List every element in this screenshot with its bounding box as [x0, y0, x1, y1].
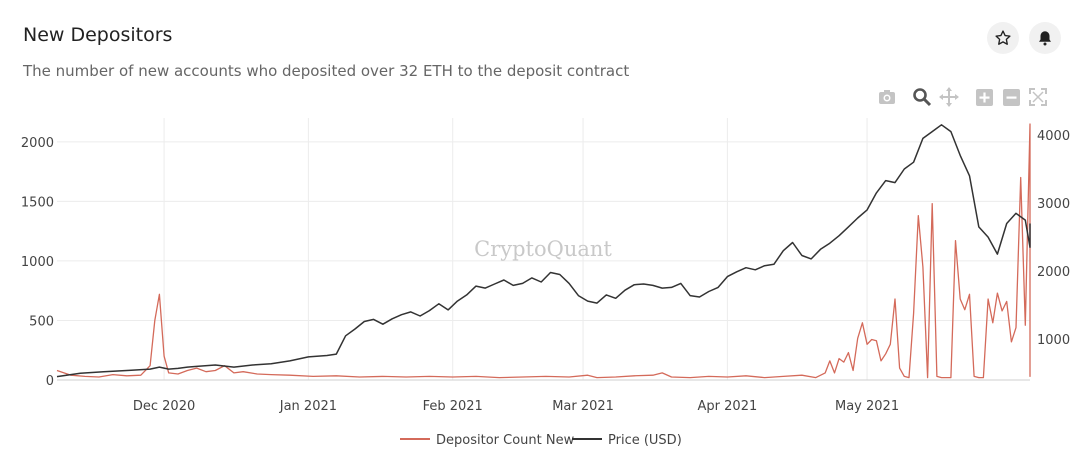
series-layer [56, 123, 1031, 379]
watermark: CryptoQuant [474, 237, 612, 261]
chart-subtitle: The number of new accounts who deposited… [23, 62, 630, 80]
axis-labels: Dec 2020 Jan 2021 Feb 2021 Mar 2021 Apr 2021… [21, 129, 1070, 414]
bell-icon [1039, 31, 1051, 46]
notification-button[interactable] [1029, 22, 1061, 54]
zoom-icon [913, 88, 932, 107]
favorite-button[interactable] [987, 22, 1019, 54]
x-tick-label: Dec 2020 [133, 399, 195, 414]
zoom-out-button[interactable] [1000, 86, 1022, 108]
legend-item[interactable]: Depositor Count New [400, 433, 575, 448]
zoom-out-icon [1002, 88, 1020, 106]
legend[interactable]: Depositor Count New Price (USD) [400, 433, 682, 448]
autoscale-icon [1029, 88, 1047, 106]
y-left-tick-label: 2000 [21, 136, 54, 151]
price-line [56, 124, 1031, 378]
x-tick-label: Jan 2021 [279, 399, 337, 414]
depositor-count-line [56, 123, 1031, 379]
pan-mode-button[interactable] [938, 86, 960, 108]
chart-title: New Depositors [23, 24, 173, 46]
grid-lines [57, 118, 1030, 381]
zoom-in-button[interactable] [973, 86, 995, 108]
x-tick-label: Feb 2021 [423, 399, 483, 414]
y-right-tick-label: 4000 [1037, 129, 1070, 144]
zoom-mode-button[interactable] [911, 86, 933, 108]
x-tick-label: May 2021 [835, 399, 899, 414]
camera-icon [879, 90, 895, 104]
y-right-tick-label: 2000 [1037, 265, 1070, 280]
y-left-tick-label: 0 [46, 374, 54, 389]
download-png-button[interactable] [876, 86, 898, 108]
x-tick-label: Mar 2021 [552, 399, 614, 414]
pan-icon [939, 87, 959, 107]
legend-label: Price (USD) [608, 433, 682, 448]
star-icon [995, 30, 1011, 45]
y-right-tick-label: 3000 [1037, 197, 1070, 212]
y-left-tick-label: 500 [29, 314, 54, 329]
y-right-tick-label: 1000 [1037, 333, 1070, 348]
x-tick-label: Apr 2021 [698, 399, 758, 414]
autoscale-button[interactable] [1027, 86, 1049, 108]
y-left-tick-label: 1500 [21, 195, 54, 210]
zoom-in-icon [975, 88, 993, 106]
legend-label: Depositor Count New [436, 433, 575, 448]
y-left-tick-label: 1000 [21, 255, 54, 270]
legend-item[interactable]: Price (USD) [572, 433, 682, 448]
